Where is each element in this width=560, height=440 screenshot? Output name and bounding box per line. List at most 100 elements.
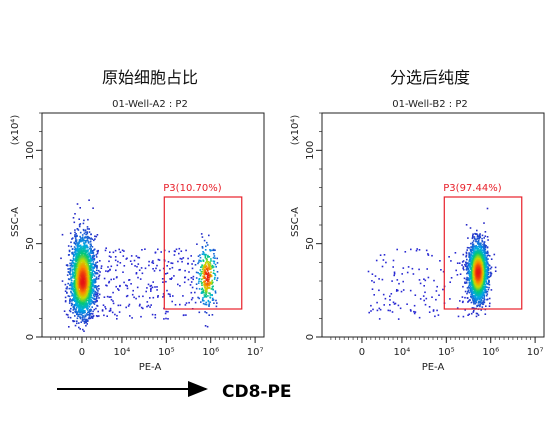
event-dot <box>69 273 71 275</box>
event-dot <box>147 304 150 307</box>
event-dot <box>206 261 209 264</box>
event-dot <box>483 262 485 265</box>
event-dot <box>119 304 122 307</box>
event-dot <box>212 299 215 301</box>
event-dot <box>480 250 482 252</box>
event-dot <box>469 253 471 255</box>
event-dot <box>86 288 89 290</box>
event-dot <box>106 295 109 298</box>
event-dot <box>78 218 80 220</box>
event-dot <box>215 299 217 302</box>
event-dot <box>98 293 101 296</box>
event-dot <box>83 256 86 258</box>
event-dot <box>211 266 214 269</box>
event-dot <box>68 254 70 256</box>
event-dot <box>438 294 440 296</box>
event-dot <box>81 258 84 261</box>
event-dot <box>69 267 72 269</box>
event-dot <box>169 268 171 270</box>
event-dot <box>68 302 71 304</box>
event-dot <box>469 271 471 273</box>
event-dot <box>74 304 76 307</box>
event-dot <box>122 271 124 273</box>
event-dot <box>139 303 141 306</box>
event-dot <box>92 279 95 282</box>
event-dot <box>194 291 196 294</box>
event-dot <box>71 237 74 239</box>
event-dot <box>84 303 87 305</box>
event-dot <box>96 267 98 269</box>
event-dot <box>83 232 86 235</box>
event-dot <box>402 280 404 283</box>
event-dot <box>204 249 207 251</box>
event-dot <box>478 288 480 291</box>
event-dot <box>88 273 91 275</box>
event-dot <box>76 271 79 273</box>
event-dot <box>86 309 89 311</box>
event-dot <box>129 315 131 317</box>
event-dot <box>69 232 72 235</box>
event-dot <box>81 277 84 280</box>
event-dot <box>109 251 111 253</box>
event-dot <box>64 300 67 302</box>
event-dot <box>201 266 203 268</box>
event-dot <box>482 266 484 268</box>
event-dot <box>483 294 485 297</box>
event-dot <box>180 250 183 252</box>
event-dot <box>402 267 405 269</box>
event-dot <box>474 290 477 292</box>
event-dot <box>125 306 127 309</box>
event-dot <box>89 277 92 279</box>
event-dot <box>87 311 89 314</box>
event-dot <box>209 296 211 299</box>
event-dot <box>134 265 136 267</box>
event-dot <box>467 301 469 303</box>
event-dot <box>78 326 80 329</box>
event-dot <box>476 299 478 302</box>
event-dot <box>83 279 86 282</box>
event-dot <box>67 316 70 319</box>
event-dot <box>81 236 84 238</box>
event-dot <box>80 301 83 303</box>
event-dot <box>119 284 121 287</box>
event-dot <box>202 302 205 305</box>
event-dot <box>458 262 461 264</box>
event-dot <box>83 219 85 222</box>
event-dot <box>110 278 112 281</box>
event-dot <box>212 281 214 284</box>
event-dot <box>70 291 72 294</box>
event-dot <box>204 256 207 259</box>
event-dot <box>436 309 438 312</box>
event-dot <box>486 207 489 210</box>
event-dot <box>197 255 200 257</box>
event-dot <box>72 294 74 296</box>
panel-1-x-ticks: 0 10⁴ 10⁵ 10⁶ 10⁷ <box>50 337 263 358</box>
event-dot <box>483 298 486 301</box>
event-dot <box>145 290 147 293</box>
event-dot <box>442 288 444 291</box>
event-dot <box>205 273 208 275</box>
event-dot <box>200 280 202 283</box>
event-dot <box>184 276 187 279</box>
event-dot <box>485 266 487 268</box>
event-dot <box>74 247 77 250</box>
event-dot <box>123 281 125 284</box>
event-dot <box>76 313 79 316</box>
event-dot <box>413 312 416 315</box>
event-dot <box>92 257 94 259</box>
event-dot <box>203 294 206 296</box>
event-dot <box>152 281 154 283</box>
event-dot <box>100 267 103 269</box>
event-dot <box>494 270 497 272</box>
event-dot <box>206 325 209 328</box>
event-dot <box>485 261 488 263</box>
event-dot <box>71 299 73 301</box>
event-dot <box>157 295 159 297</box>
event-dot <box>374 275 377 277</box>
event-dot <box>214 274 217 277</box>
event-dot <box>66 287 68 290</box>
event-dot <box>81 256 84 259</box>
event-dot <box>79 235 81 238</box>
event-dot <box>469 260 472 263</box>
event-dot <box>82 250 85 253</box>
